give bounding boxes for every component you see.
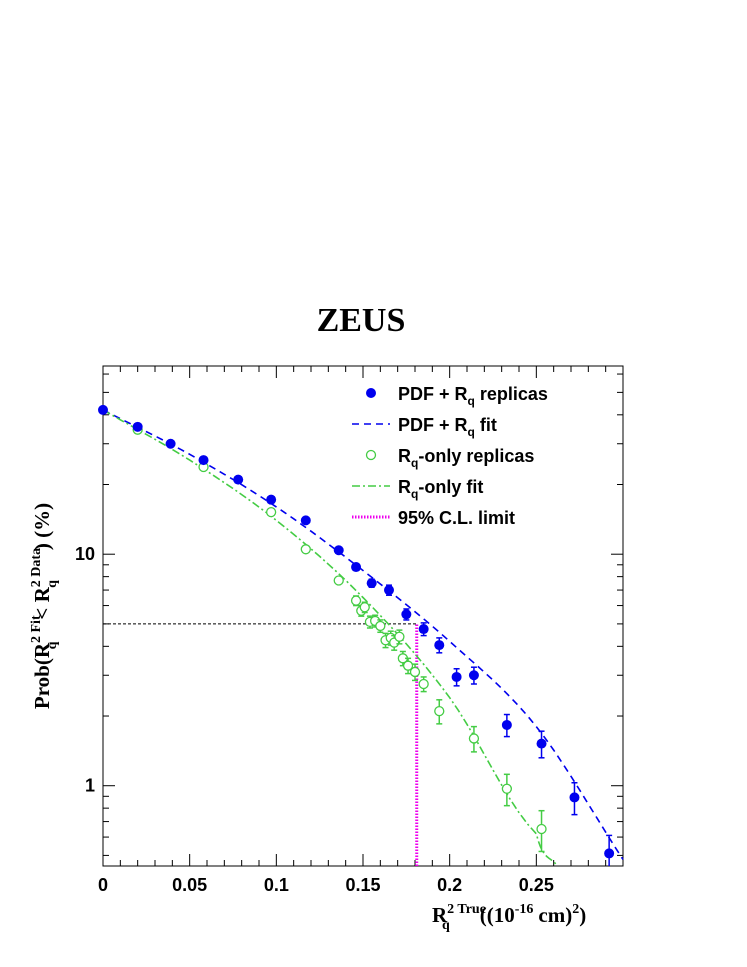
pdf-replica-point [233,474,244,485]
legend-label-cl-limit: 95% C.L. limit [398,508,515,528]
pdf-replica-point [198,455,209,466]
pdf-replica-point [333,545,344,556]
legend-label-rq-fit: Rq-only fit [398,477,483,501]
pdf-replica-point [536,738,547,749]
legend-label-pdf-replicas: PDF + Rq replicas [398,384,548,408]
y-axis-label: Prob(R2 Fitq< R2 Dataq) (%) [29,503,60,709]
x-tick-label: 0.1 [264,875,289,895]
rq-replica-point [434,705,445,717]
pdf-replica-point [366,578,377,589]
pdf-replica-point [351,562,362,573]
pdf-replica-point [501,719,512,730]
rq-replica-point [501,783,513,794]
data-markers [98,404,615,866]
x-tick-label: 0 [98,875,108,895]
legend: PDF + Rq replicas PDF + Rq fit Rq-only r… [352,384,548,528]
rq-replica-point [350,595,362,606]
legend-marker-pdf-replicas [366,388,376,398]
rq-replica-point [333,575,344,586]
y-tick-label: 10 [75,544,95,564]
pdf-replica-point [384,585,394,596]
pdf-replica-point [434,640,445,651]
rq-fit-curve [102,409,558,867]
pdf-replica-point [604,848,615,859]
legend-marker-rq-replicas [365,449,377,461]
x-tick-labels: 0 0.05 0.1 0.15 0.2 0.25 [98,875,554,895]
plot-area: 0 0.05 0.1 0.15 0.2 0.25 1 10 [75,365,624,895]
x-tick-label: 0.05 [172,875,207,895]
pdf-replica-point [165,438,176,449]
pdf-replica-point [98,404,108,415]
rq-replica-point [375,620,386,632]
rq-replica-point [265,506,277,518]
chart-title: ZEUS [317,302,406,339]
rq-replica-point [536,823,547,835]
x-tick-label: 0.2 [437,875,462,895]
x-tick-label: 0.25 [519,875,554,895]
rq-replica-point [409,666,421,678]
pdf-replica-point [569,792,580,803]
pdf-replica-point [266,494,277,505]
pdf-replica-point [451,671,462,682]
axis-ticks [102,366,624,866]
pdf-replica-point [300,515,311,526]
y-tick-label: 1 [85,776,95,796]
pdf-replica-point [401,609,412,620]
x-tick-label: 0.15 [345,875,380,895]
y-axis-label-group: Prob(R2 Fitq< R2 Dataq) (%) [29,503,60,709]
y-tick-labels: 1 10 [75,544,95,796]
fit-curves [102,409,624,867]
rq-replica-point [418,678,429,690]
pdf-fit-curve [102,409,624,860]
pdf-replica-point [418,624,429,635]
rq-replica-point [300,544,311,555]
pdf-replica-point [468,670,479,681]
x-axis-label: R2 True q ((10-16 cm)2) [432,902,586,933]
rq-replica-point [359,602,370,613]
rq-replica-point [394,631,405,642]
rq-replica-point [402,660,414,671]
rq-replica-point [468,733,480,744]
legend-label-pdf-fit: PDF + Rq fit [398,415,497,439]
legend-label-rq-replicas: Rq-only replicas [398,446,534,470]
pdf-replica-point [132,421,143,432]
